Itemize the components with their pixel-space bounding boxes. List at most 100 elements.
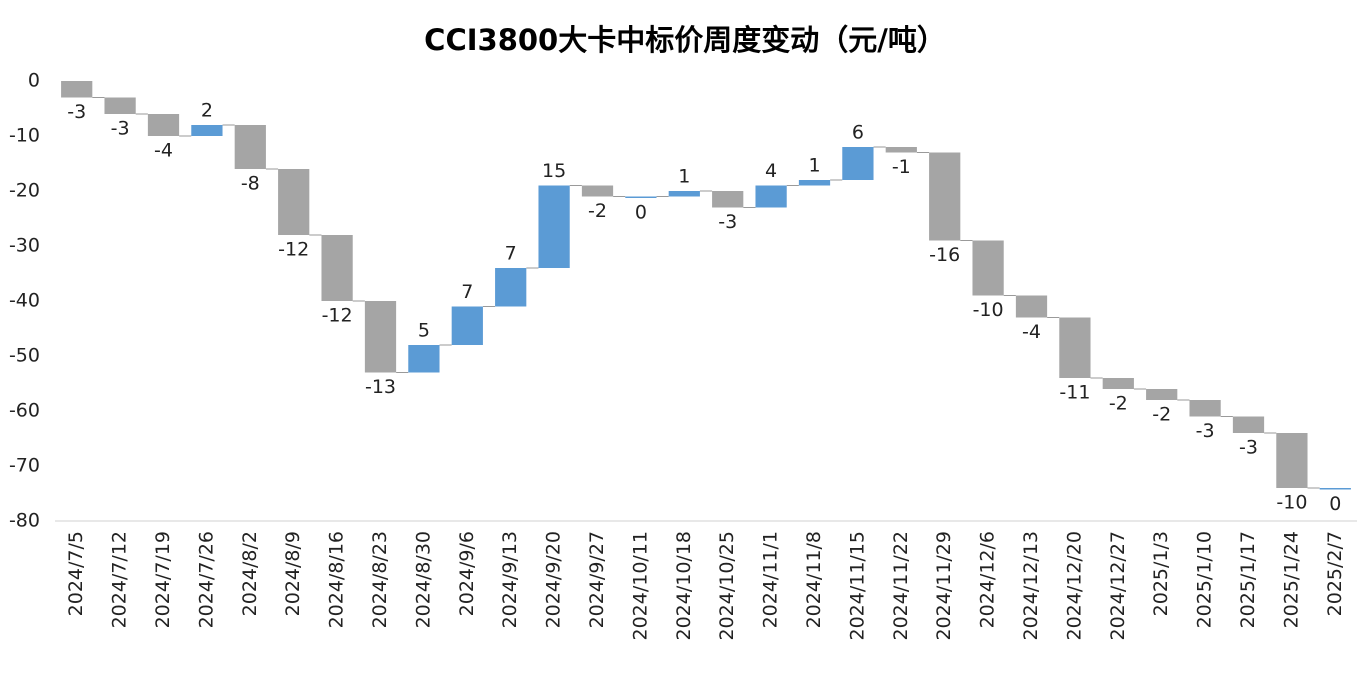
- x-tick-label: 2024/12/6: [977, 531, 999, 628]
- data-label: -16: [929, 244, 960, 266]
- bar: [278, 169, 310, 235]
- bar: [61, 81, 93, 98]
- x-tick-label: 2025/1/10: [1194, 531, 1216, 628]
- data-label: -3: [67, 101, 86, 123]
- bar: [234, 125, 266, 169]
- data-label: 5: [418, 320, 430, 342]
- data-label: 0: [635, 202, 647, 224]
- x-tick-label: 2024/7/26: [195, 531, 217, 628]
- x-tick-label: 2025/1/24: [1280, 531, 1302, 628]
- data-label: -1: [892, 156, 911, 178]
- data-label: 0: [1329, 493, 1341, 515]
- x-tick-label: 2024/10/25: [716, 531, 738, 641]
- bar: [321, 235, 353, 301]
- data-label: -8: [241, 173, 260, 195]
- chart-title: CCI3800大卡中标价周度变动（元/吨）: [424, 23, 946, 57]
- bar: [191, 125, 223, 136]
- x-tick-label: 2024/9/20: [543, 531, 565, 628]
- bar: [625, 196, 657, 198]
- x-tick-label: 2024/10/11: [629, 531, 651, 641]
- data-label: -3: [1196, 420, 1215, 442]
- data-label: -2: [1109, 393, 1128, 415]
- bar: [755, 185, 787, 208]
- x-tick-label: 2024/8/9: [282, 531, 304, 616]
- bar: [668, 191, 700, 197]
- data-label: -10: [973, 299, 1004, 321]
- bar: [147, 114, 180, 136]
- x-tick-label: 2024/11/22: [890, 531, 912, 641]
- bar: [1276, 433, 1308, 488]
- bar: [712, 191, 744, 208]
- y-tick-label: -30: [9, 235, 40, 257]
- bar: [1102, 378, 1134, 389]
- bar: [451, 306, 483, 345]
- bar: [885, 147, 917, 153]
- data-label: -12: [278, 239, 309, 261]
- data-label: -11: [1059, 382, 1090, 404]
- x-tick-label: 2025/2/7: [1324, 531, 1346, 616]
- bar: [1015, 295, 1048, 318]
- bar: [538, 185, 570, 268]
- x-tick-label: 2024/8/2: [239, 531, 261, 616]
- data-label: -3: [1239, 437, 1258, 459]
- bar: [1189, 400, 1221, 417]
- x-tick-label: 2024/8/30: [412, 531, 434, 628]
- bar: [842, 147, 874, 180]
- bar: [798, 180, 831, 186]
- x-tick-label: 2024/7/19: [152, 531, 174, 628]
- y-tick-label: -20: [9, 180, 40, 202]
- data-label: -4: [1022, 321, 1041, 343]
- x-tick-label: 2024/11/8: [803, 531, 825, 628]
- x-tick-label: 2024/7/12: [109, 531, 131, 628]
- data-label: 1: [678, 166, 690, 188]
- bar: [1059, 317, 1091, 378]
- y-tick-label: -70: [9, 455, 40, 477]
- data-label: 2: [201, 100, 213, 122]
- x-tick-label: 2024/8/23: [369, 531, 391, 628]
- y-tick-label: -50: [9, 345, 40, 367]
- bar: [1146, 389, 1178, 400]
- bar: [104, 97, 136, 114]
- x-tick-label: 2025/1/17: [1237, 531, 1259, 628]
- bar: [972, 240, 1004, 296]
- x-tick-label: 2024/9/27: [586, 531, 608, 628]
- x-tick-label: 2024/12/27: [1107, 531, 1129, 641]
- data-label: -2: [588, 200, 607, 222]
- x-tick-label: 2024/9/6: [456, 531, 478, 616]
- x-tick-label: 2024/11/1: [760, 531, 782, 628]
- x-tick-label: 2024/7/5: [65, 531, 87, 616]
- data-label: 7: [505, 243, 517, 265]
- x-tick-label: 2024/9/13: [499, 531, 521, 628]
- x-tick-label: 2024/8/16: [326, 531, 348, 628]
- data-label: -4: [154, 140, 173, 162]
- bar: [1232, 416, 1265, 433]
- data-label: 7: [461, 281, 473, 303]
- bar: [929, 152, 961, 241]
- x-tick-label: 2024/12/20: [1063, 531, 1085, 641]
- y-tick-label: -40: [9, 290, 40, 312]
- bar: [581, 185, 614, 197]
- data-label: -12: [322, 305, 353, 327]
- bar: [364, 301, 397, 373]
- data-label: 15: [542, 160, 566, 182]
- bar: [408, 345, 440, 373]
- bar: [1319, 488, 1351, 490]
- data-label: -3: [718, 211, 737, 233]
- data-label: 4: [765, 160, 777, 182]
- data-label: -10: [1276, 492, 1307, 514]
- data-label: 1: [808, 155, 820, 177]
- x-tick-label: 2024/12/13: [1020, 531, 1042, 641]
- x-tick-label: 2024/11/29: [933, 531, 955, 641]
- data-label: 6: [852, 122, 864, 144]
- y-tick-label: 0: [28, 70, 40, 92]
- x-tick-label: 2024/11/15: [846, 531, 868, 641]
- data-label: -3: [111, 118, 130, 140]
- bar: [495, 268, 527, 307]
- x-tick-label: 2024/10/18: [673, 531, 695, 641]
- data-label: -13: [365, 376, 396, 398]
- y-tick-label: -60: [9, 400, 40, 422]
- y-tick-label: -10: [9, 125, 40, 147]
- y-tick-label: -80: [9, 510, 40, 532]
- data-label: -2: [1152, 404, 1171, 426]
